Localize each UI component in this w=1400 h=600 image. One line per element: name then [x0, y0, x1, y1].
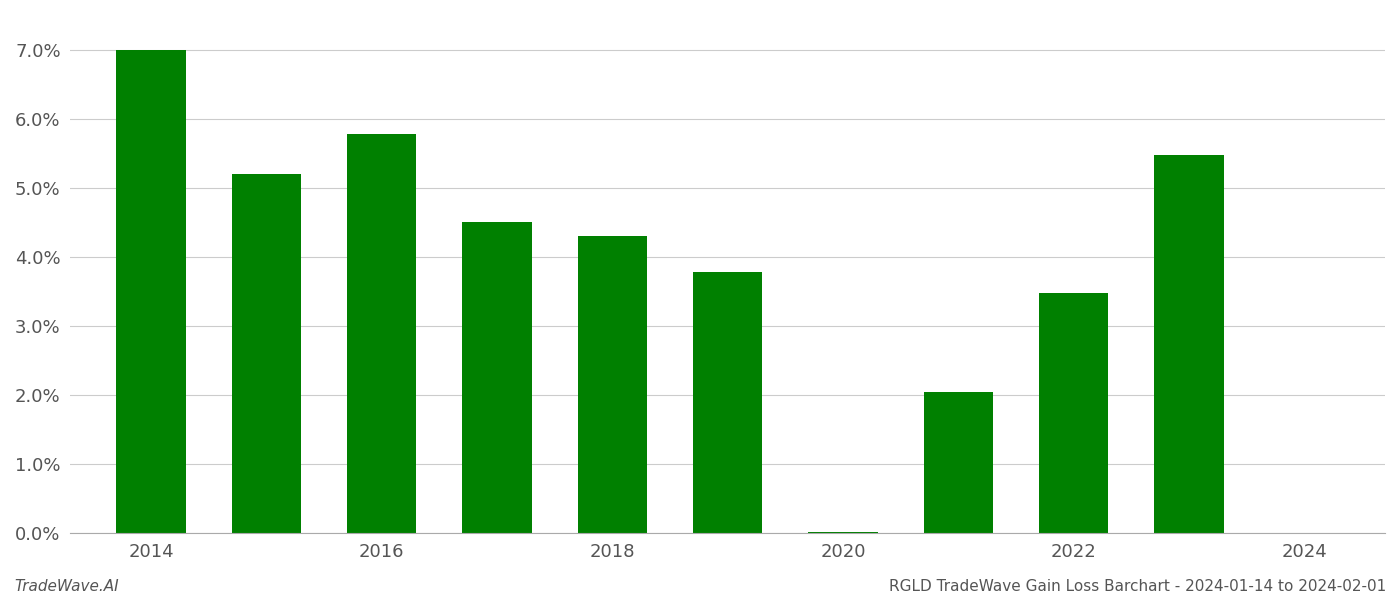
Bar	[116, 50, 186, 533]
Text: RGLD TradeWave Gain Loss Barchart - 2024-01-14 to 2024-02-01: RGLD TradeWave Gain Loss Barchart - 2024…	[889, 579, 1386, 594]
Bar	[1039, 293, 1109, 533]
Text: TradeWave.AI: TradeWave.AI	[14, 579, 119, 594]
Bar	[578, 236, 647, 533]
Bar	[693, 272, 762, 533]
Bar	[1155, 155, 1224, 533]
Bar	[808, 532, 878, 533]
Bar	[924, 392, 993, 533]
Bar	[232, 174, 301, 533]
Bar	[462, 223, 532, 533]
Bar	[347, 134, 416, 533]
